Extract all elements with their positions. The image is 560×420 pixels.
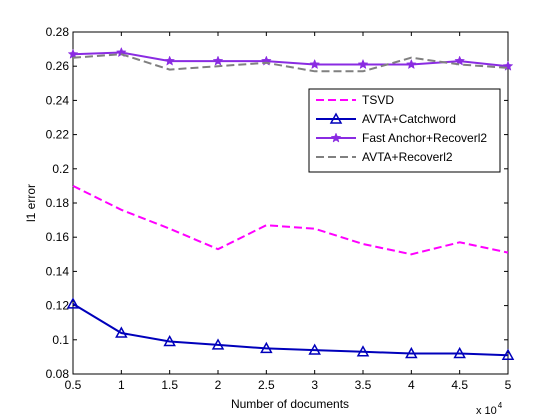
data-point: [357, 58, 369, 70]
legend-label: AVTA+Recoverl2: [362, 150, 453, 164]
x-tick-label: 3: [311, 378, 318, 392]
data-point: [309, 58, 321, 70]
data-point: [453, 346, 466, 359]
data-point: [501, 348, 515, 360]
y-tick-label: 0.14: [46, 264, 70, 278]
x-tick-label: 3.5: [355, 378, 372, 392]
x-tick-label: 5: [505, 378, 512, 392]
x-tick-label: 1: [118, 378, 125, 392]
y-tick-label: 0.26: [46, 59, 70, 73]
y-tick-label: 0.24: [46, 93, 70, 107]
y-tick-label: 0.22: [46, 128, 70, 142]
y-tick-label: 0.18: [46, 196, 70, 210]
data-point: [502, 60, 514, 71]
data-point: [67, 48, 79, 59]
y-axis-label: l1 error: [24, 184, 38, 222]
x-tick-label: 2.5: [258, 378, 275, 392]
x-axis-multiplier-exponent: 4: [498, 401, 503, 410]
data-point: [308, 343, 321, 355]
series-line: [72, 185, 509, 256]
y-tick-label: 0.1: [52, 333, 69, 347]
y-tick-label: 0.28: [46, 25, 70, 39]
data-point: [356, 345, 370, 357]
x-tick-label: 2: [215, 378, 222, 392]
data-point: [115, 326, 128, 338]
series-line: [72, 303, 509, 357]
x-tick-label: 4: [408, 378, 415, 392]
legend-marker: [330, 132, 342, 143]
legend-label: AVTA+Catchword: [362, 112, 456, 126]
series-line: [72, 53, 509, 73]
data-point: [66, 297, 80, 309]
x-axis-multiplier: x 104: [476, 401, 503, 417]
series-avta-catchword: [66, 297, 515, 360]
x-tick-label: 0.5: [65, 378, 82, 392]
data-point: [260, 341, 273, 354]
x-tick-label: 1.5: [161, 378, 178, 392]
data-point: [211, 338, 225, 350]
data-point: [212, 55, 224, 66]
x-tick-label: 4.5: [451, 378, 468, 392]
data-point: [163, 334, 176, 347]
data-point: [164, 55, 176, 66]
plot-area: [72, 31, 509, 375]
data-point: [405, 346, 418, 359]
legend-label: TSVD: [362, 93, 394, 107]
data-point: [405, 58, 417, 70]
legend-label: Fast Anchor+Recoverl2: [362, 131, 487, 145]
data-point: [454, 55, 466, 66]
y-tick-label: 0.08: [46, 367, 70, 381]
y-tick-label: 0.16: [46, 230, 70, 244]
series-avta-recoverl2: [72, 53, 509, 73]
series-fast-anchor-recoverl2: [67, 46, 514, 71]
series-line: [72, 51, 509, 68]
legend-box: [308, 88, 501, 173]
legend-marker: [329, 112, 343, 124]
y-tick-label: 0.2: [52, 162, 69, 176]
series-layer: [66, 46, 515, 360]
x-axis-multiplier-base: x 10: [476, 405, 497, 417]
legend: TSVD AVTA+Catchword Fast Anchor+Recoverl2 A…: [308, 88, 501, 173]
series-tsvd: [72, 185, 509, 256]
x-axis-label: Number of documents: [231, 397, 349, 411]
y-tick-label: 0.12: [46, 299, 70, 313]
axis-ticks: 0.5 1 1.5 2 2.5 3 3.5 4 4.5 5 0.08 0.1 0.12 0.14 0.16 0…: [46, 25, 512, 392]
